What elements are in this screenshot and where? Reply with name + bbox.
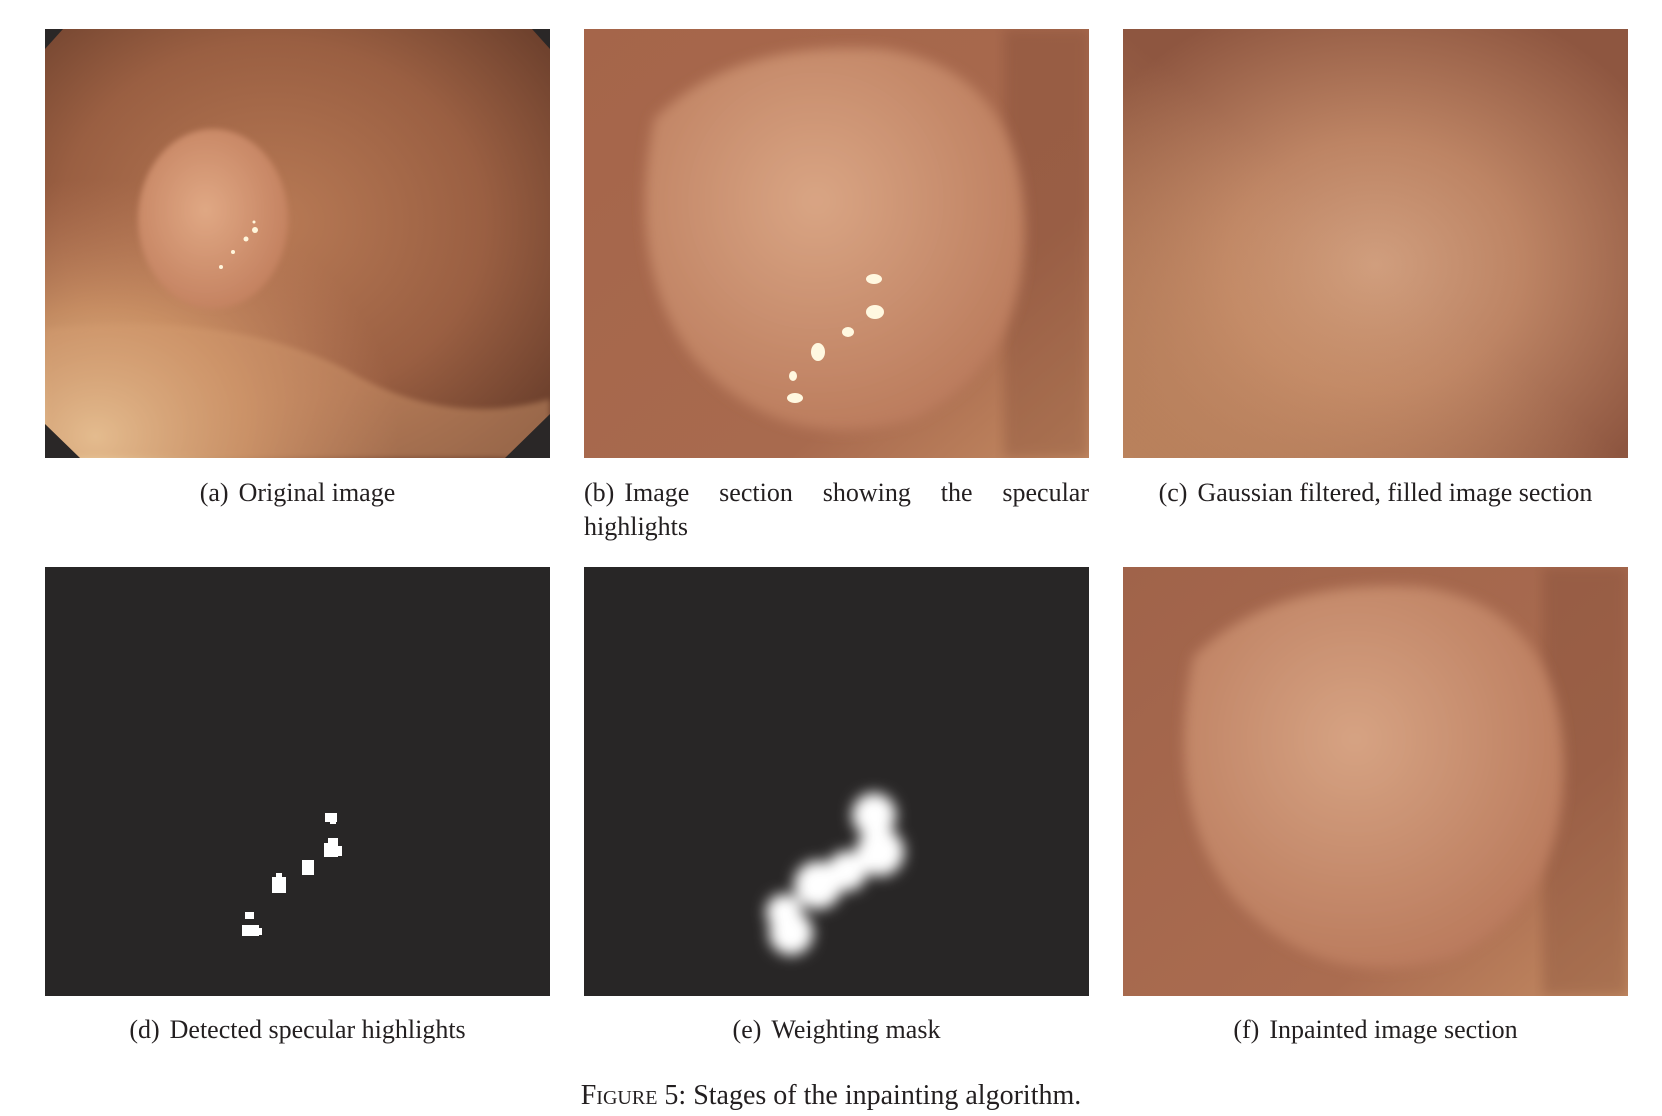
caption-text: Weighting mask [771,1015,941,1044]
caption-f: (f) Inpainted image section [1123,1013,1628,1047]
caption-e: (e) Weighting mask [584,1013,1089,1047]
caption-tag: (f) [1233,1015,1260,1044]
caption-a: (a) Original image [45,476,550,510]
panel-f-inpainted [1123,567,1628,996]
caption-text: Gaussian filtered, filled image section [1197,478,1593,507]
panel-a-original-image [45,29,550,458]
caption-tag: (d) [129,1015,160,1044]
caption-d: (d) Detected specular highlights [45,1013,550,1047]
caption-tag: (b) [584,478,615,507]
panel-e-weighting-mask [584,567,1089,996]
caption-b: (b) Image section showing the specular hi… [584,476,1089,544]
panel-b-image-section [584,29,1089,458]
caption-tag: (e) [732,1015,762,1044]
figure-caption-text: : Stages of the inpainting algorithm. [678,1080,1082,1111]
panel-c-gaussian-filtered [1123,29,1628,458]
caption-tag: (a) [199,478,229,507]
caption-text: Detected specular highlights [169,1015,466,1044]
figure-caption: Figure 5: Stages of the inpainting algor… [0,1080,1662,1112]
caption-text: Original image [238,478,396,507]
panel-d-detected-highlights [45,567,550,996]
caption-tag: (c) [1158,478,1188,507]
caption-c: (c) Gaussian filtered, filled image secti… [1123,476,1628,510]
corner-mask-icon [45,29,63,49]
figure-label: Figure 5 [580,1080,679,1111]
caption-text: Inpainted image section [1269,1015,1518,1044]
caption-text: Image section showing the specular highl… [584,478,1089,541]
